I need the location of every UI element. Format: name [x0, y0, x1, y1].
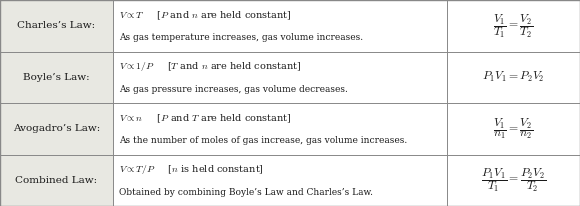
Text: $V \propto 1/P$     [$T$ and $n$ are held constant]: $V \propto 1/P$ [$T$ and $n$ are held co…	[119, 60, 301, 74]
Text: As gas temperature increases, gas volume increases.: As gas temperature increases, gas volume…	[119, 33, 363, 42]
Text: $V \propto T$     [$P$ and $n$ are held constant]: $V \propto T$ [$P$ and $n$ are held cons…	[119, 9, 292, 22]
Text: $\dfrac{P_1V_1}{T_1} = \dfrac{P_2V_2}{T_2}$: $\dfrac{P_1V_1}{T_1} = \dfrac{P_2V_2}{T_…	[481, 166, 546, 194]
Text: Charles’s Law:: Charles’s Law:	[17, 21, 96, 30]
Text: $V \propto n$     [$P$ and $T$ are held constant]: $V \propto n$ [$P$ and $T$ are held cons…	[119, 112, 292, 125]
Text: $\dfrac{V_1}{n_1} = \dfrac{V_2}{n_2}$: $\dfrac{V_1}{n_1} = \dfrac{V_2}{n_2}$	[493, 116, 534, 141]
Bar	[447, 103, 580, 154]
Bar	[113, 154, 447, 206]
Text: As the number of moles of gas increase, gas volume increases.: As the number of moles of gas increase, …	[119, 136, 407, 145]
Bar	[447, 0, 580, 52]
Text: Avogadro’s Law:: Avogadro’s Law:	[13, 124, 100, 133]
Text: Boyle’s Law:: Boyle’s Law:	[23, 73, 90, 82]
Text: $P_1V_1 = P_2V_2$: $P_1V_1 = P_2V_2$	[482, 70, 545, 84]
Bar	[447, 154, 580, 206]
Bar	[113, 103, 447, 154]
Text: $\dfrac{V_1}{T_1} = \dfrac{V_2}{T_2}$: $\dfrac{V_1}{T_1} = \dfrac{V_2}{T_2}$	[493, 12, 534, 40]
Bar	[113, 0, 447, 52]
Bar	[113, 52, 447, 103]
Bar	[0, 103, 113, 154]
Bar	[447, 52, 580, 103]
Bar	[0, 52, 113, 103]
Text: Combined Law:: Combined Law:	[16, 176, 97, 185]
Bar	[0, 154, 113, 206]
Bar	[0, 0, 113, 52]
Text: Obtained by combining Boyle’s Law and Charles’s Law.: Obtained by combining Boyle’s Law and Ch…	[119, 188, 373, 197]
Text: $V \propto T/P$     [$n$ is held constant]: $V \propto T/P$ [$n$ is held constant]	[119, 163, 264, 177]
Text: As gas pressure increases, gas volume decreases.: As gas pressure increases, gas volume de…	[119, 85, 348, 94]
